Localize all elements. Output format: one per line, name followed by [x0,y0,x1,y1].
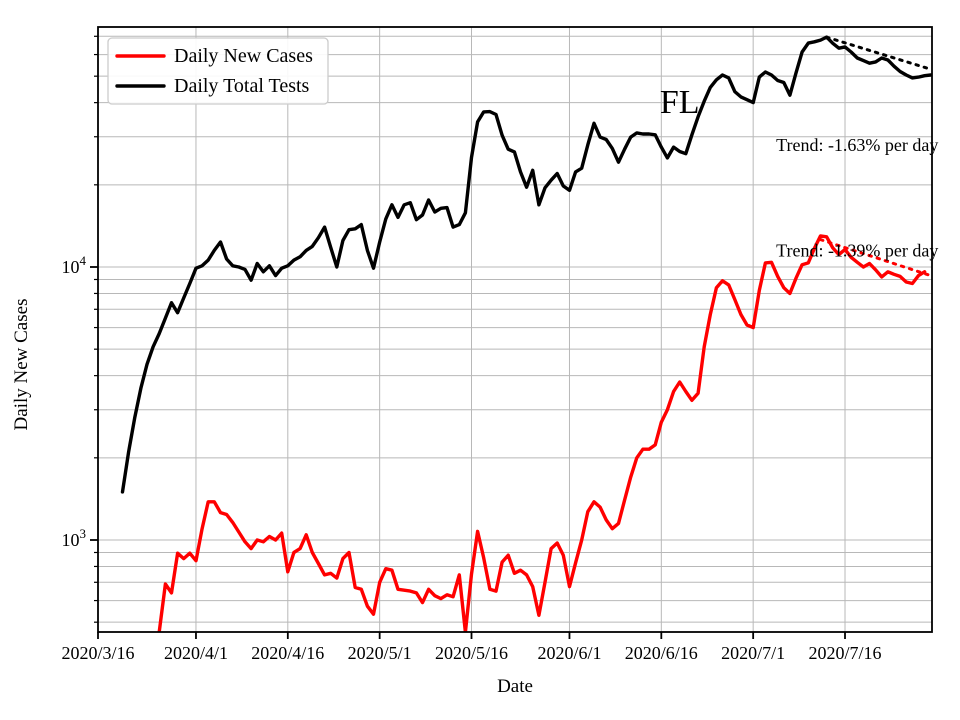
y-axis-label: Daily New Cases [11,299,32,431]
x-tick-label: 2020/6/16 [625,643,698,663]
legend-label: Daily Total Tests [174,75,310,97]
x-axis-label: Date [497,676,533,697]
x-tick-label: 2020/5/16 [435,643,508,663]
y-tick-label: 104 [62,253,87,277]
x-tick-label: 2020/7/16 [808,643,881,663]
annotation-trend-cases: Trend: -1.39% per day [776,240,938,260]
annotation-trend-tests: Trend: -1.63% per day [776,135,938,155]
trend-dotted-line [825,35,932,71]
series-line-daily-total-tests [120,35,932,494]
legend-label: Daily New Cases [174,45,313,67]
x-tick-label: 2020/6/1 [537,643,601,663]
x-tick-label: 2020/4/1 [164,643,228,663]
series-line-daily-new-cases [157,234,927,632]
trend-dotted-line [819,238,932,278]
x-tick-label: 2020/3/16 [61,643,134,663]
x-tick-label: 2020/5/1 [348,643,412,663]
annotation-state: FL [660,84,700,121]
y-tick-label: 103 [62,526,87,550]
x-tick-label: 2020/4/16 [251,643,324,663]
x-tick-label: 2020/7/1 [721,643,785,663]
axes-frame [97,26,933,633]
